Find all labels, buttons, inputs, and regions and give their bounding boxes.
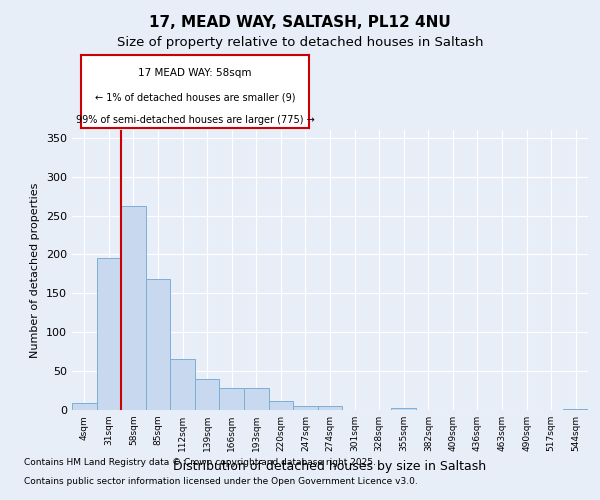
Text: 17 MEAD WAY: 58sqm: 17 MEAD WAY: 58sqm <box>138 68 252 78</box>
Bar <box>269 402 293 410</box>
Bar <box>563 409 588 410</box>
Text: Contains HM Land Registry data © Crown copyright and database right 2025.: Contains HM Land Registry data © Crown c… <box>24 458 376 467</box>
Bar <box>72 403 97 410</box>
Bar <box>195 379 220 410</box>
Text: ← 1% of detached houses are smaller (9): ← 1% of detached houses are smaller (9) <box>95 92 295 102</box>
Text: Size of property relative to detached houses in Saltash: Size of property relative to detached ho… <box>117 36 483 49</box>
Bar <box>170 360 195 410</box>
Bar <box>244 388 269 410</box>
Bar <box>146 278 170 410</box>
Bar <box>121 206 146 410</box>
Bar <box>293 406 318 410</box>
Text: 99% of semi-detached houses are larger (775) →: 99% of semi-detached houses are larger (… <box>76 116 314 125</box>
Bar <box>391 408 416 410</box>
Text: Contains public sector information licensed under the Open Government Licence v3: Contains public sector information licen… <box>24 476 418 486</box>
Bar <box>97 258 121 410</box>
Text: 17, MEAD WAY, SALTASH, PL12 4NU: 17, MEAD WAY, SALTASH, PL12 4NU <box>149 15 451 30</box>
X-axis label: Distribution of detached houses by size in Saltash: Distribution of detached houses by size … <box>173 460 487 472</box>
Bar <box>318 406 342 410</box>
Bar <box>220 388 244 410</box>
Y-axis label: Number of detached properties: Number of detached properties <box>31 182 40 358</box>
